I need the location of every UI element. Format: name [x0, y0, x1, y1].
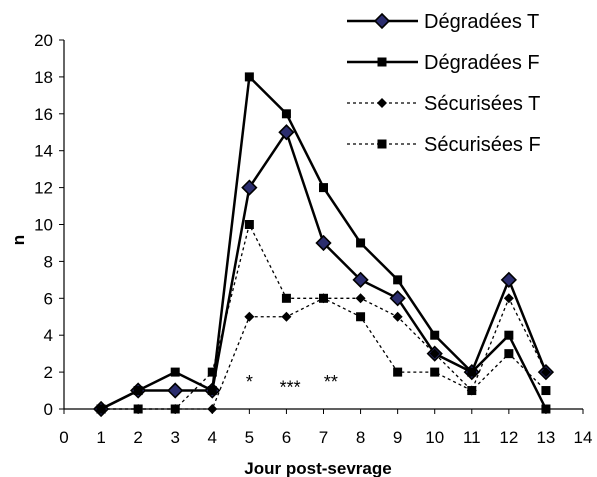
data-point — [500, 271, 517, 288]
data-point — [319, 183, 328, 193]
data-point — [393, 367, 403, 377]
significance-annotation: * — [246, 372, 253, 392]
data-point — [356, 312, 366, 322]
legend-label: Dégradées T — [424, 11, 539, 33]
data-point — [278, 124, 295, 141]
data-point — [167, 382, 184, 399]
legend-label: Dégradées F — [424, 52, 540, 74]
data-point — [467, 367, 477, 377]
x-tick-label: 0 — [59, 428, 68, 447]
x-tick-label: 1 — [96, 428, 105, 447]
data-point — [429, 348, 440, 359]
legend-entry-3: Sécurisées F — [347, 134, 541, 156]
legend-entry-1: Dégradées F — [347, 52, 540, 74]
data-point — [504, 349, 514, 359]
legend-marker — [373, 12, 391, 30]
data-point — [393, 275, 403, 285]
annotations: * *** ** — [246, 372, 338, 398]
y-tick-label: 6 — [44, 289, 53, 308]
data-point — [281, 311, 292, 322]
y-tick-label: 4 — [44, 326, 53, 345]
x-tick-label: 7 — [319, 428, 328, 447]
data-point — [207, 367, 217, 377]
series-3 — [96, 220, 551, 414]
data-point — [352, 271, 369, 288]
y-tick-label: 14 — [34, 142, 53, 161]
series-group — [92, 72, 555, 418]
legend-marker — [377, 98, 387, 108]
data-point — [207, 386, 217, 396]
data-point — [356, 238, 366, 248]
legend-marker — [377, 57, 387, 67]
data-point — [541, 386, 551, 396]
legend-label: Sécurisées T — [424, 93, 540, 115]
y-tick-label: 12 — [34, 179, 53, 198]
series-line — [100, 129, 548, 411]
y-axis-title: n — [9, 235, 28, 245]
data-point — [392, 311, 403, 322]
data-point — [244, 72, 254, 82]
data-point — [315, 234, 332, 252]
y-tick-label: 8 — [44, 252, 53, 271]
legend-marker — [377, 139, 387, 149]
legend-label: Sécurisées F — [424, 134, 541, 156]
series-2 — [96, 293, 551, 414]
x-tick-label: 13 — [536, 428, 555, 447]
data-point — [319, 293, 328, 303]
data-point — [430, 330, 440, 340]
y-tick-label: 18 — [34, 68, 53, 87]
data-point — [96, 404, 106, 414]
legend: Dégradées T Dégradées F Sécurisées T Sécuri… — [347, 11, 541, 156]
data-point — [541, 404, 551, 414]
data-point — [281, 293, 291, 303]
x-tick-label: 8 — [356, 428, 365, 447]
data-point — [170, 367, 180, 377]
x-axis-title: Jour post-sevrage — [244, 459, 391, 477]
data-point — [467, 386, 477, 396]
y-tick-label: 20 — [34, 31, 53, 50]
legend-entry-2: Sécurisées T — [347, 93, 540, 115]
data-point — [170, 404, 180, 414]
y-tick-label: 10 — [34, 216, 53, 235]
x-tick-label: 3 — [170, 428, 179, 447]
legend-entry-0: Dégradées T — [347, 11, 539, 33]
y-tick-label: 16 — [34, 105, 53, 124]
x-tick-label: 10 — [425, 428, 444, 447]
data-point — [244, 311, 255, 322]
x-tick-label: 4 — [208, 428, 217, 447]
x-tick-label: 11 — [463, 428, 481, 447]
data-point — [503, 293, 514, 304]
data-point — [504, 330, 514, 340]
x-tick-label: 2 — [133, 428, 142, 447]
x-tick-label: 9 — [393, 428, 402, 447]
data-point — [133, 404, 143, 414]
x-tick-label: 6 — [282, 428, 291, 447]
data-point — [389, 290, 406, 307]
x-tick-label: 14 — [574, 428, 593, 447]
data-point — [244, 220, 254, 229]
x-tick-label: 12 — [499, 428, 518, 447]
significance-annotation: *** — [280, 377, 301, 397]
y-tick-label: 2 — [44, 363, 53, 382]
data-point — [241, 179, 258, 196]
data-point — [281, 109, 291, 119]
data-point — [540, 367, 551, 378]
data-point — [207, 404, 218, 414]
x-tick-label: 5 — [245, 428, 254, 447]
data-point — [355, 293, 366, 304]
significance-annotation: ** — [324, 372, 338, 392]
y-tick-label: 0 — [44, 400, 53, 419]
data-point — [133, 386, 143, 396]
data-point — [430, 367, 440, 377]
